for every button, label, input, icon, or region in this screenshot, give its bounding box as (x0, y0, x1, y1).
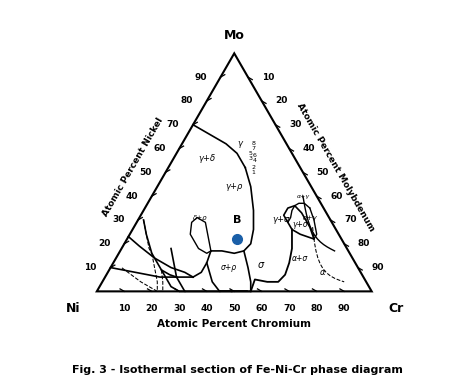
Text: α+γ: α+γ (302, 214, 317, 220)
Text: 40: 40 (126, 192, 138, 201)
Text: γ+σ: γ+σ (273, 216, 290, 225)
Text: B: B (233, 215, 241, 225)
Text: σ: σ (257, 260, 264, 270)
Text: γ: γ (237, 139, 243, 148)
Text: 20: 20 (275, 96, 288, 105)
Text: 7: 7 (252, 146, 255, 151)
Text: 40: 40 (303, 144, 316, 153)
Text: 30: 30 (112, 216, 124, 225)
Text: 1: 1 (252, 170, 255, 175)
Text: 6: 6 (253, 153, 257, 158)
Text: α+σ: α+σ (292, 254, 309, 262)
Text: Mo: Mo (224, 29, 245, 42)
Text: Ni: Ni (66, 302, 80, 315)
Text: 3: 3 (249, 156, 253, 160)
Text: γ+ρ: γ+ρ (226, 182, 243, 191)
Text: 90: 90 (372, 263, 384, 272)
Text: 30: 30 (173, 304, 185, 313)
Text: Atomic Percent Chromium: Atomic Percent Chromium (157, 319, 311, 329)
Text: 80: 80 (310, 304, 323, 313)
Text: 70: 70 (283, 304, 295, 313)
Text: 20: 20 (98, 239, 110, 248)
Text: 30: 30 (289, 120, 301, 129)
Text: α: α (319, 268, 325, 277)
Text: 8: 8 (252, 141, 255, 146)
Text: 60: 60 (153, 144, 165, 153)
Text: 80: 80 (181, 96, 193, 105)
Text: 10: 10 (118, 304, 130, 313)
Text: 60: 60 (330, 192, 343, 201)
Text: 50: 50 (317, 168, 329, 177)
Text: 50: 50 (228, 304, 240, 313)
Text: 10: 10 (84, 263, 97, 272)
Text: Fig. 3 - Isothermal section of Fe-Ni-Cr phase diagram: Fig. 3 - Isothermal section of Fe-Ni-Cr … (72, 365, 402, 375)
Text: δ+ρ: δ+ρ (192, 214, 207, 220)
Text: 5: 5 (249, 151, 253, 156)
Text: α+γ: α+γ (296, 194, 310, 199)
Text: γ+σ: γ+σ (292, 220, 308, 229)
Text: 40: 40 (201, 304, 213, 313)
Text: 50: 50 (139, 168, 152, 177)
Text: 90: 90 (194, 73, 207, 82)
Text: 10: 10 (262, 73, 274, 82)
Text: 60: 60 (255, 304, 268, 313)
Text: 70: 70 (167, 120, 179, 129)
Text: 4: 4 (253, 158, 257, 163)
Text: Atomic Percent Molybdenum: Atomic Percent Molybdenum (295, 101, 376, 232)
Text: 70: 70 (344, 216, 357, 225)
Text: 90: 90 (338, 304, 350, 313)
Text: σ+ρ: σ+ρ (221, 263, 237, 272)
Text: 2: 2 (252, 165, 255, 170)
Text: γ+δ: γ+δ (198, 154, 215, 163)
Text: 20: 20 (146, 304, 158, 313)
Text: Atomic Percent Nickel: Atomic Percent Nickel (100, 116, 164, 218)
Text: Cr: Cr (388, 302, 403, 315)
Text: 80: 80 (358, 239, 370, 248)
